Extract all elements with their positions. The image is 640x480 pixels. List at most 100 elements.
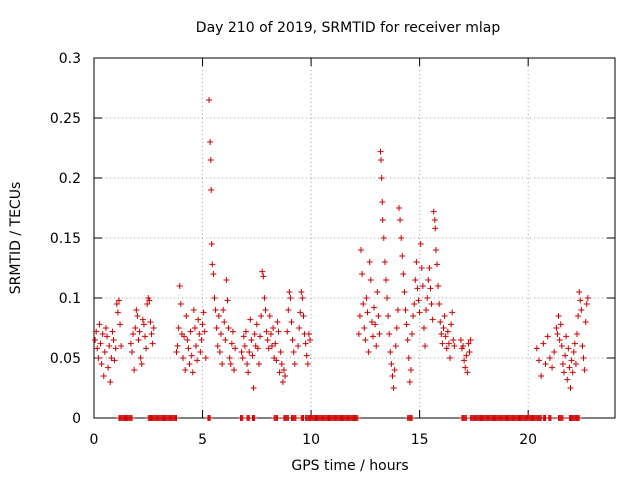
data-point bbox=[381, 259, 388, 265]
data-point bbox=[295, 343, 302, 349]
data-point bbox=[267, 331, 274, 337]
data-point bbox=[303, 352, 310, 359]
data-point bbox=[549, 364, 556, 371]
data-point bbox=[287, 295, 294, 301]
data-point bbox=[419, 283, 426, 289]
data-point bbox=[427, 285, 434, 292]
data-point bbox=[444, 328, 451, 335]
x-tick-label: 0 bbox=[90, 432, 99, 448]
data-point bbox=[97, 340, 104, 347]
data-point bbox=[135, 337, 142, 343]
data-point bbox=[569, 369, 576, 376]
data-point bbox=[362, 337, 369, 343]
data-point bbox=[435, 283, 442, 289]
x-tick-label: 15 bbox=[411, 432, 429, 448]
data-point bbox=[356, 313, 363, 319]
data-point bbox=[379, 199, 386, 205]
data-point bbox=[251, 415, 258, 421]
data-point bbox=[425, 277, 432, 283]
data-point bbox=[559, 361, 566, 367]
data-point bbox=[305, 331, 312, 337]
data-point bbox=[107, 379, 114, 385]
data-point bbox=[571, 340, 578, 347]
data-point bbox=[579, 343, 586, 349]
data-point bbox=[574, 331, 581, 337]
data-point bbox=[557, 321, 564, 328]
data-point bbox=[568, 357, 575, 364]
data-point bbox=[270, 325, 277, 331]
data-point bbox=[261, 295, 268, 301]
data-point bbox=[409, 331, 416, 337]
data-point bbox=[196, 331, 203, 337]
data-point bbox=[232, 345, 239, 352]
data-point bbox=[409, 415, 416, 421]
data-point bbox=[175, 325, 182, 331]
data-point bbox=[570, 349, 577, 355]
data-point bbox=[432, 225, 439, 232]
data-point bbox=[187, 328, 194, 335]
data-point bbox=[556, 337, 563, 343]
data-point bbox=[115, 297, 122, 304]
data-point bbox=[290, 349, 297, 355]
data-point bbox=[173, 349, 180, 355]
data-point bbox=[371, 304, 378, 311]
data-point bbox=[581, 367, 588, 373]
data-point bbox=[279, 379, 286, 385]
data-point bbox=[463, 352, 470, 359]
data-point bbox=[132, 325, 139, 331]
data-point bbox=[231, 367, 238, 373]
data-point bbox=[273, 357, 280, 364]
data-point bbox=[109, 328, 116, 335]
data-point bbox=[387, 349, 394, 355]
data-point bbox=[533, 345, 540, 352]
data-point bbox=[433, 261, 440, 268]
data-point bbox=[264, 337, 271, 343]
data-point bbox=[392, 343, 399, 349]
data-point bbox=[372, 321, 379, 328]
data-point bbox=[215, 313, 222, 319]
data-point bbox=[467, 337, 474, 343]
data-point bbox=[250, 385, 257, 391]
data-point bbox=[258, 313, 265, 319]
data-point bbox=[146, 297, 153, 304]
data-point bbox=[248, 337, 255, 343]
data-point bbox=[177, 301, 184, 307]
data-point bbox=[575, 313, 582, 319]
data-point bbox=[176, 283, 183, 289]
data-point bbox=[102, 325, 109, 331]
data-point bbox=[142, 333, 149, 340]
data-point bbox=[364, 309, 371, 316]
data-point bbox=[563, 333, 570, 340]
data-point bbox=[560, 369, 567, 376]
data-point bbox=[413, 259, 420, 265]
data-point bbox=[202, 355, 209, 361]
data-point bbox=[359, 271, 366, 277]
data-point bbox=[246, 349, 253, 355]
y-tick-label: 0.1 bbox=[59, 291, 81, 307]
data-point bbox=[426, 265, 433, 271]
data-point bbox=[143, 345, 150, 352]
data-point bbox=[238, 349, 245, 355]
data-point bbox=[451, 343, 458, 349]
y-tick-label: 0.05 bbox=[50, 351, 81, 367]
data-point bbox=[184, 337, 191, 343]
data-point bbox=[389, 373, 396, 379]
data-point bbox=[274, 319, 281, 325]
data-point bbox=[375, 313, 382, 319]
data-point bbox=[551, 349, 558, 355]
data-point bbox=[282, 373, 289, 379]
data-point bbox=[201, 328, 208, 335]
data-point bbox=[554, 331, 561, 337]
data-point bbox=[251, 331, 258, 337]
data-point bbox=[555, 313, 562, 319]
data-point bbox=[373, 343, 380, 349]
data-point bbox=[422, 343, 429, 349]
data-point bbox=[112, 345, 119, 352]
data-point bbox=[188, 352, 195, 359]
data-point bbox=[275, 328, 282, 335]
data-point bbox=[547, 415, 554, 421]
y-tick-label: 0 bbox=[72, 411, 81, 427]
data-point bbox=[438, 331, 445, 337]
data-point bbox=[138, 361, 145, 367]
y-axis-label: SRMTID / TECUs bbox=[8, 182, 24, 295]
